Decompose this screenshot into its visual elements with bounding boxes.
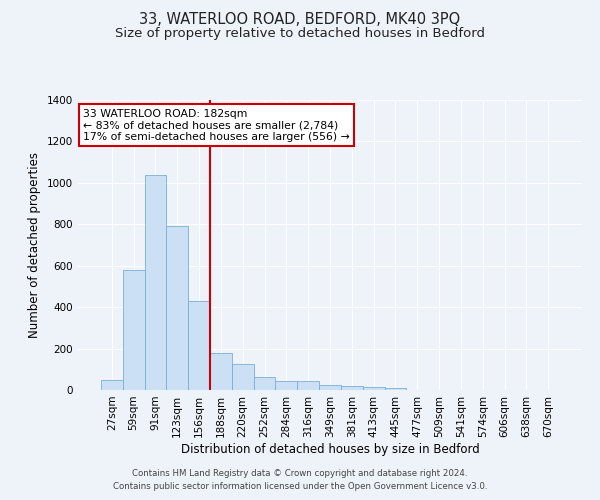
Y-axis label: Number of detached properties: Number of detached properties bbox=[28, 152, 41, 338]
Bar bbox=[297, 380, 319, 390]
Text: 33, WATERLOO ROAD, BEDFORD, MK40 3PQ: 33, WATERLOO ROAD, BEDFORD, MK40 3PQ bbox=[139, 12, 461, 28]
Bar bbox=[275, 380, 297, 390]
Bar bbox=[145, 174, 166, 390]
Bar bbox=[385, 388, 406, 390]
Text: Contains HM Land Registry data © Crown copyright and database right 2024.: Contains HM Land Registry data © Crown c… bbox=[132, 468, 468, 477]
Bar bbox=[319, 385, 341, 390]
X-axis label: Distribution of detached houses by size in Bedford: Distribution of detached houses by size … bbox=[181, 442, 479, 456]
Bar bbox=[254, 376, 275, 390]
Bar bbox=[232, 364, 254, 390]
Bar bbox=[188, 301, 210, 390]
Bar bbox=[123, 270, 145, 390]
Text: 33 WATERLOO ROAD: 182sqm
← 83% of detached houses are smaller (2,784)
17% of sem: 33 WATERLOO ROAD: 182sqm ← 83% of detach… bbox=[83, 108, 350, 142]
Text: Size of property relative to detached houses in Bedford: Size of property relative to detached ho… bbox=[115, 28, 485, 40]
Bar bbox=[166, 226, 188, 390]
Bar bbox=[101, 380, 123, 390]
Text: Contains public sector information licensed under the Open Government Licence v3: Contains public sector information licen… bbox=[113, 482, 487, 491]
Bar bbox=[341, 386, 363, 390]
Bar bbox=[363, 387, 385, 390]
Bar bbox=[210, 352, 232, 390]
